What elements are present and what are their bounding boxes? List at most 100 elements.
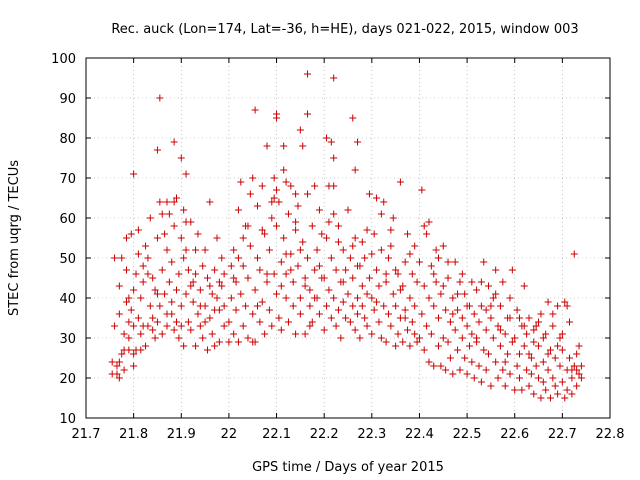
data-point [132, 346, 140, 354]
data-point [301, 330, 309, 338]
data-point [570, 362, 578, 370]
data-point [430, 270, 438, 278]
data-point [330, 210, 338, 218]
data-point [330, 182, 338, 190]
data-point [323, 234, 331, 242]
data-point [515, 350, 523, 358]
data-point [392, 342, 400, 350]
chart-title: Rec. auck (Lon=174, Lat=-36, h=HE), days… [111, 22, 578, 37]
data-point [401, 258, 409, 266]
data-point [482, 366, 490, 374]
data-point [275, 198, 283, 206]
y-tick-label: 90 [59, 92, 76, 107]
data-point [568, 374, 576, 382]
x-tick-label: 22.1 [262, 427, 291, 442]
data-point [446, 318, 454, 326]
data-point [334, 238, 342, 246]
y-tick-label: 20 [59, 372, 76, 387]
data-point [115, 282, 123, 290]
data-point [520, 282, 528, 290]
data-point [535, 318, 543, 326]
data-point [275, 314, 283, 322]
data-point [556, 334, 564, 342]
data-point [320, 326, 328, 334]
data-point [544, 298, 552, 306]
data-point [349, 242, 357, 250]
data-point [373, 298, 381, 306]
data-point [182, 290, 190, 298]
data-point [137, 294, 145, 302]
data-point [327, 138, 335, 146]
data-point [122, 266, 130, 274]
data-point [284, 318, 292, 326]
data-point [111, 254, 119, 262]
data-point [535, 342, 543, 350]
data-point [153, 146, 161, 154]
data-point [182, 246, 190, 254]
data-point [175, 270, 183, 278]
data-point [363, 290, 371, 298]
data-point [263, 278, 271, 286]
data-point [118, 254, 126, 262]
grid-lines [86, 58, 610, 418]
data-point [492, 290, 500, 298]
data-point [311, 294, 319, 302]
data-point [156, 198, 164, 206]
data-point [382, 270, 390, 278]
data-point [168, 258, 176, 266]
data-point [544, 350, 552, 358]
data-point [449, 310, 457, 318]
data-point [273, 110, 281, 118]
data-point [358, 238, 366, 246]
data-point [542, 386, 550, 394]
data-point [384, 310, 392, 318]
data-point [492, 358, 500, 366]
data-point [361, 314, 369, 322]
data-point [413, 278, 421, 286]
data-point [268, 214, 276, 222]
data-point [520, 322, 528, 330]
data-point [199, 334, 207, 342]
data-point [289, 302, 297, 310]
data-point [439, 242, 447, 250]
data-point [570, 250, 578, 258]
data-point [282, 178, 290, 186]
data-point [268, 322, 276, 330]
data-point [399, 338, 407, 346]
data-point [515, 374, 523, 382]
data-point [358, 282, 366, 290]
data-point [420, 346, 428, 354]
data-point [437, 290, 445, 298]
data-point [449, 370, 457, 378]
data-point [380, 198, 388, 206]
data-point [173, 194, 181, 202]
data-point [199, 262, 207, 270]
data-point [306, 302, 314, 310]
data-point [461, 290, 469, 298]
data-point [356, 334, 364, 342]
data-point [301, 274, 309, 282]
data-point [122, 234, 130, 242]
data-point [487, 302, 495, 310]
data-point [208, 330, 216, 338]
data-point [373, 194, 381, 202]
data-point [280, 142, 288, 150]
data-point [546, 346, 554, 354]
data-point [468, 278, 476, 286]
data-point [520, 342, 528, 350]
x-tick-label: 22.2 [310, 427, 339, 442]
data-point [525, 350, 533, 358]
data-point [270, 194, 278, 202]
data-point [558, 330, 566, 338]
data-point [149, 314, 157, 322]
data-point [551, 354, 559, 362]
data-point [196, 302, 204, 310]
data-point [518, 386, 526, 394]
data-point [425, 358, 433, 366]
data-point [189, 298, 197, 306]
data-point [206, 314, 214, 322]
data-point [346, 254, 354, 262]
data-point [246, 190, 254, 198]
data-point [494, 322, 502, 330]
data-point [111, 322, 119, 330]
